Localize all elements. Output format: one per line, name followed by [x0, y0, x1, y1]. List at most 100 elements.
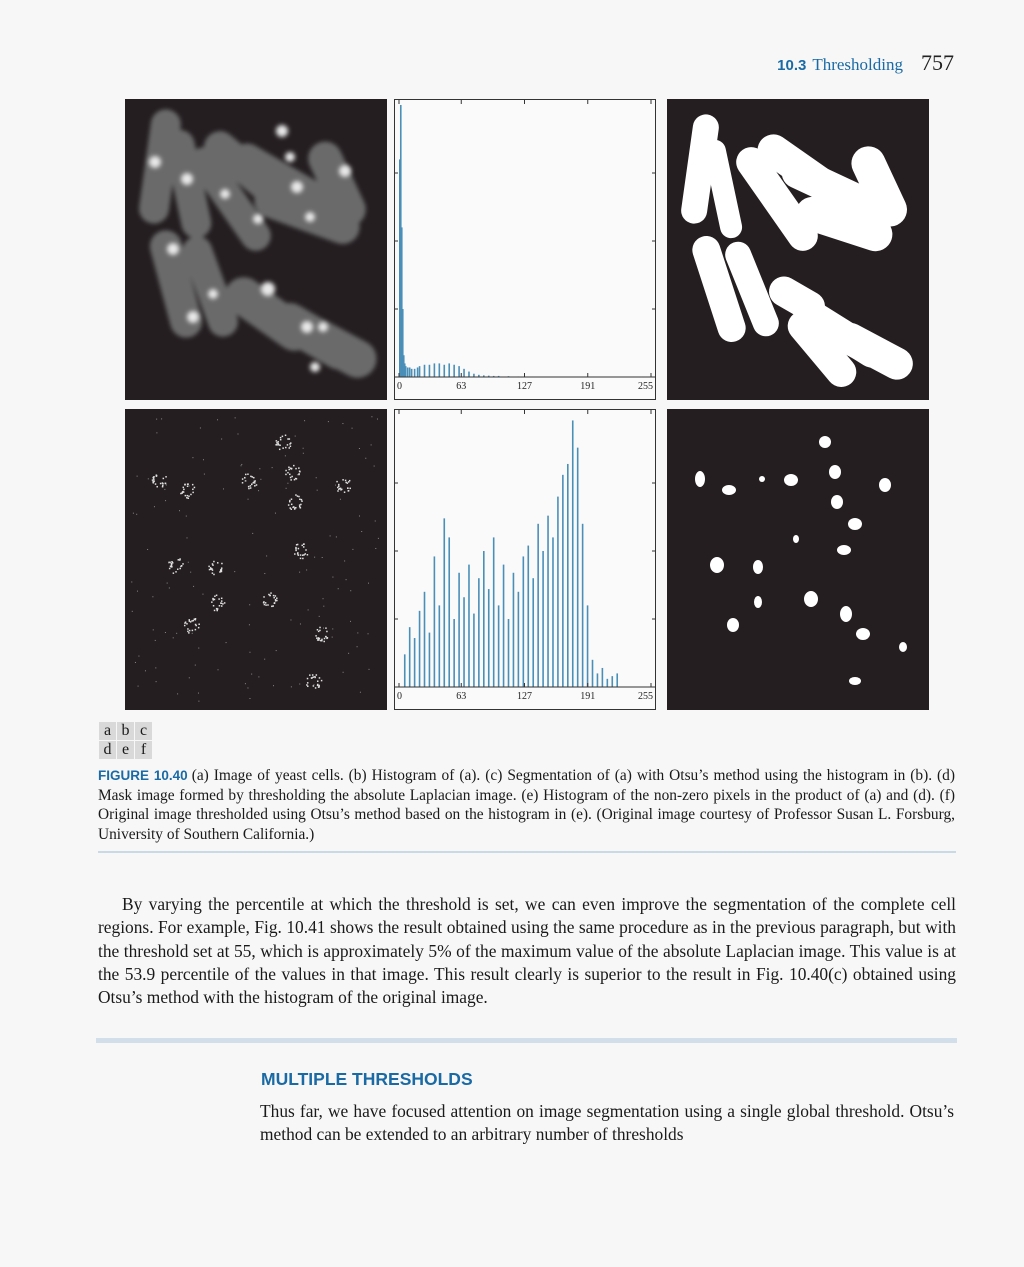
mask-noise [335, 484, 337, 486]
mask-speckle [220, 567, 223, 569]
mask-speckle [346, 482, 349, 484]
mask-speckle [209, 567, 212, 569]
mask-speckle [299, 554, 302, 556]
histogram-bar [562, 474, 564, 687]
mask-noise [294, 435, 296, 437]
mask-speckle [216, 609, 218, 612]
mask-speckle [183, 488, 185, 491]
histogram-bar [537, 523, 539, 687]
mask-noise [284, 455, 286, 457]
mask-speckle [187, 630, 189, 633]
mask-noise [176, 632, 178, 634]
mask-speckle [210, 568, 212, 571]
mask-noise [358, 515, 360, 517]
subfigure-label: f [135, 741, 152, 759]
mask-speckle [336, 480, 338, 483]
mask-speckle [194, 628, 197, 631]
mask-speckle [253, 476, 255, 479]
mask-speckle [297, 552, 299, 554]
mask-noise [179, 510, 181, 512]
mask-noise [144, 670, 146, 672]
mask-noise [342, 423, 344, 425]
mask-noise [321, 556, 323, 558]
mask-noise [247, 687, 249, 689]
mask-speckle [306, 684, 308, 686]
histogram-bar [616, 673, 619, 687]
mask-speckle [298, 470, 301, 472]
mask-noise [332, 628, 334, 630]
mask-speckle [249, 487, 252, 489]
histogram-bar [463, 597, 465, 687]
mask-speckle [290, 498, 293, 500]
mask-speckle [152, 477, 155, 479]
mask-speckle [321, 639, 323, 642]
mask-speckle [270, 592, 272, 594]
mask-speckle [179, 559, 181, 561]
mask-noise [248, 624, 250, 626]
mask-speckle [319, 629, 321, 632]
mask-noise [287, 482, 289, 484]
mask-noise [348, 652, 350, 654]
mask-speckle [191, 620, 193, 622]
mask-noise [188, 677, 190, 679]
mask-speckle [337, 490, 339, 492]
mask-speckle [301, 554, 304, 556]
histogram-bar [410, 368, 413, 377]
mask-speckle [311, 674, 314, 676]
mask-speckle [274, 595, 277, 597]
mask-speckle [171, 566, 173, 568]
x-tick-label: 255 [638, 691, 653, 702]
mask-speckle [290, 508, 292, 510]
mask-speckle [159, 482, 162, 485]
mask-speckle [276, 597, 278, 599]
mask-noise [296, 474, 298, 476]
mask-noise [252, 532, 254, 534]
mask-speckle [307, 685, 309, 688]
mask-noise [285, 487, 287, 489]
mask-speckle [190, 493, 192, 496]
mask-noise [164, 632, 166, 634]
mask-noise [322, 598, 324, 600]
mask-speckle [301, 544, 303, 547]
mask-speckle [314, 687, 317, 689]
mask-speckle [276, 442, 278, 444]
mask-speckle [245, 473, 247, 476]
panel-c-otsu-segmentation [667, 99, 929, 400]
histogram-bar [453, 364, 455, 377]
mask-speckle [342, 479, 344, 481]
histogram-bar [433, 363, 436, 377]
mask-noise [153, 506, 155, 508]
mask-speckle [288, 500, 291, 503]
histogram-bar [522, 556, 525, 687]
yeast-cells-image [139, 109, 377, 378]
histogram-bar [458, 366, 460, 377]
subfigure-label: d [99, 741, 116, 759]
mask-speckle [243, 476, 246, 479]
section-heading: MULTIPLE THRESHOLDS [261, 1069, 473, 1089]
histogram-bar [453, 619, 455, 687]
mask-noise [374, 520, 376, 522]
mask-speckle [219, 571, 221, 573]
mask-speckle [194, 618, 197, 621]
mask-noise [290, 619, 292, 621]
mask-speckle [193, 486, 196, 489]
x-tick-label: 63 [456, 381, 466, 392]
histogram-bar [502, 564, 505, 687]
mask-noise [337, 588, 339, 590]
mask-speckle [175, 571, 177, 573]
mask-noise [223, 488, 225, 490]
histogram-bar [413, 368, 416, 377]
mask-speckle [192, 488, 194, 491]
mask-noise [376, 418, 378, 420]
section-paragraph: Thus far, we have focused attention on i… [260, 1101, 954, 1145]
mask-speckle [181, 491, 184, 494]
mask-speckle [152, 481, 154, 483]
mask-noise [375, 547, 377, 549]
mask-speckle [289, 443, 291, 445]
mask-speckle [326, 637, 329, 639]
histogram-bar [428, 632, 431, 687]
mask-speckle [186, 485, 189, 487]
mask-noise [342, 671, 344, 673]
mask-speckle [275, 440, 278, 442]
mask-speckle [282, 447, 284, 449]
